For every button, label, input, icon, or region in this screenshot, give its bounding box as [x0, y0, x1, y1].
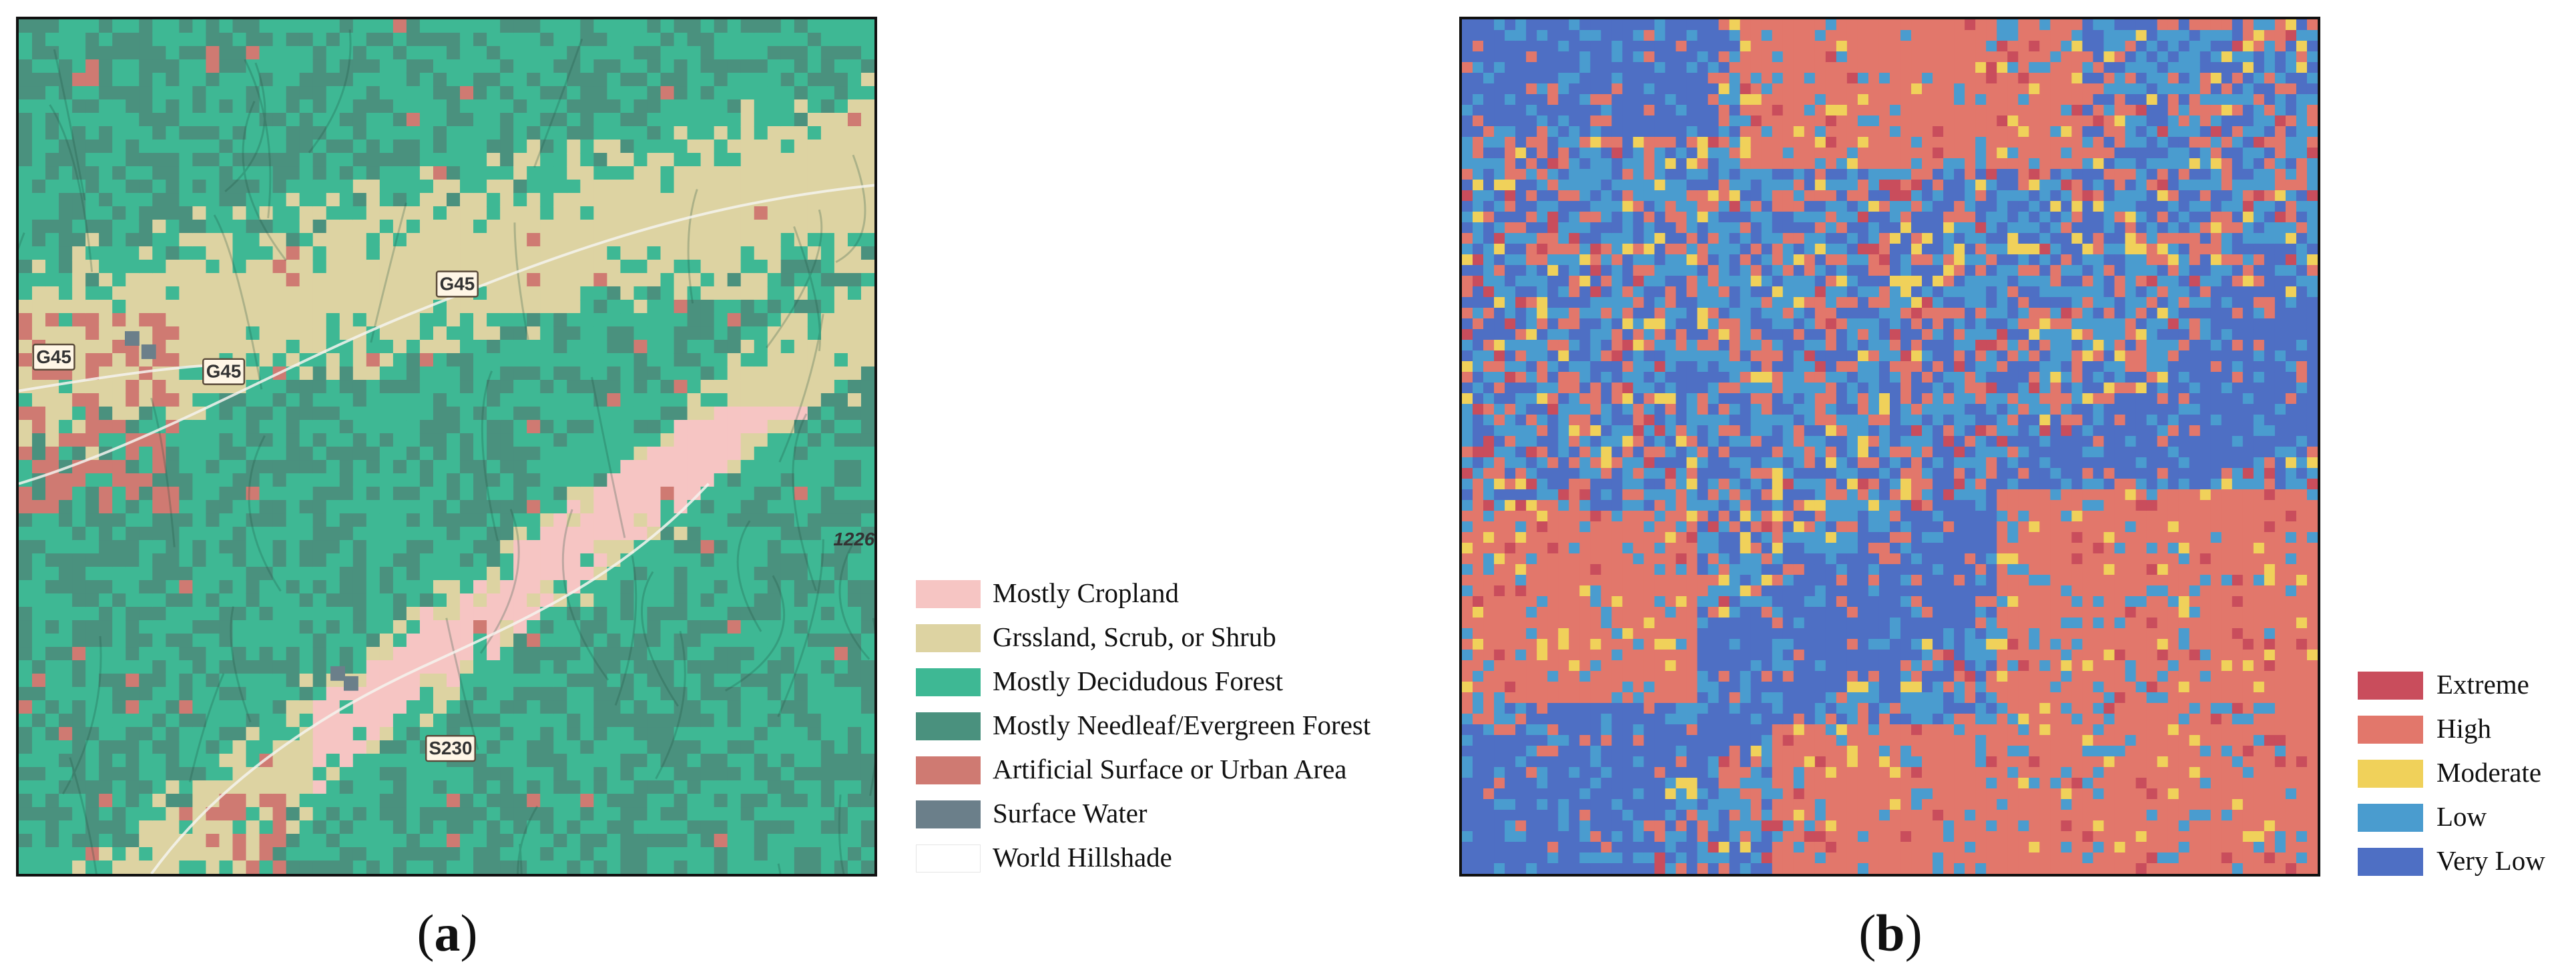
land-cover-map: G45 G45 G45 S230 1226 — [16, 17, 877, 877]
legend-label: World Hillshade — [993, 842, 1172, 873]
land-cover-cells — [19, 19, 874, 874]
water-cell — [141, 344, 156, 359]
road-label: G45 — [206, 361, 242, 382]
water-cell — [125, 331, 140, 346]
legend-swatch — [2358, 716, 2423, 744]
legend-swatch — [916, 580, 981, 608]
elevation-marker: 1226 — [833, 529, 874, 549]
legend-label: Surface Water — [993, 798, 1147, 828]
legend-label: Extreme — [2436, 669, 2529, 700]
legend-swatch — [2358, 848, 2423, 876]
risk-cells — [1462, 19, 2318, 874]
panel-label-a: (a) — [417, 904, 478, 962]
legend-swatch — [2358, 804, 2423, 832]
legend-label: Grssland, Scrub, or Shrub — [993, 622, 1276, 652]
legend-label: Mostly Decidudous Forest — [993, 666, 1284, 696]
road-shield: G45 — [202, 358, 246, 385]
road-shield: S230 — [425, 735, 476, 762]
legend-label: Moderate — [2436, 757, 2542, 788]
legend-swatch — [916, 668, 981, 696]
water-cell — [330, 666, 345, 681]
water-cell — [343, 676, 358, 691]
road-shield: G45 — [32, 343, 75, 371]
road-label: G45 — [440, 273, 475, 294]
legend-label: Low — [2436, 801, 2487, 832]
road-label: 1226 — [833, 529, 874, 549]
legend-swatch — [916, 624, 981, 652]
hillshade-overlay — [19, 29, 874, 874]
legend-label: High — [2436, 713, 2491, 744]
legend-swatch — [916, 756, 981, 784]
risk-level-raster — [1462, 19, 2318, 874]
legend-swatch — [916, 844, 981, 873]
legend-swatch — [916, 712, 981, 740]
legend-label: Very Low — [2436, 845, 2545, 876]
legend-label: Mostly Needleaf/Evergreen Forest — [993, 710, 1371, 740]
legend-swatch — [2358, 760, 2423, 788]
land-cover-raster: G45 G45 G45 S230 1226 — [19, 19, 874, 874]
legend-swatch — [2358, 672, 2423, 700]
road-shield: G45 — [435, 270, 479, 298]
legend-label: Mostly Cropland — [993, 577, 1180, 608]
risk-level-map — [1459, 17, 2320, 877]
road-label: S230 — [429, 738, 472, 758]
legend-label: Artificial Surface or Urban Area — [993, 754, 1347, 784]
legend-swatch — [916, 800, 981, 828]
road-label: G45 — [36, 346, 71, 367]
panel-label-b: (b) — [1858, 904, 1922, 962]
